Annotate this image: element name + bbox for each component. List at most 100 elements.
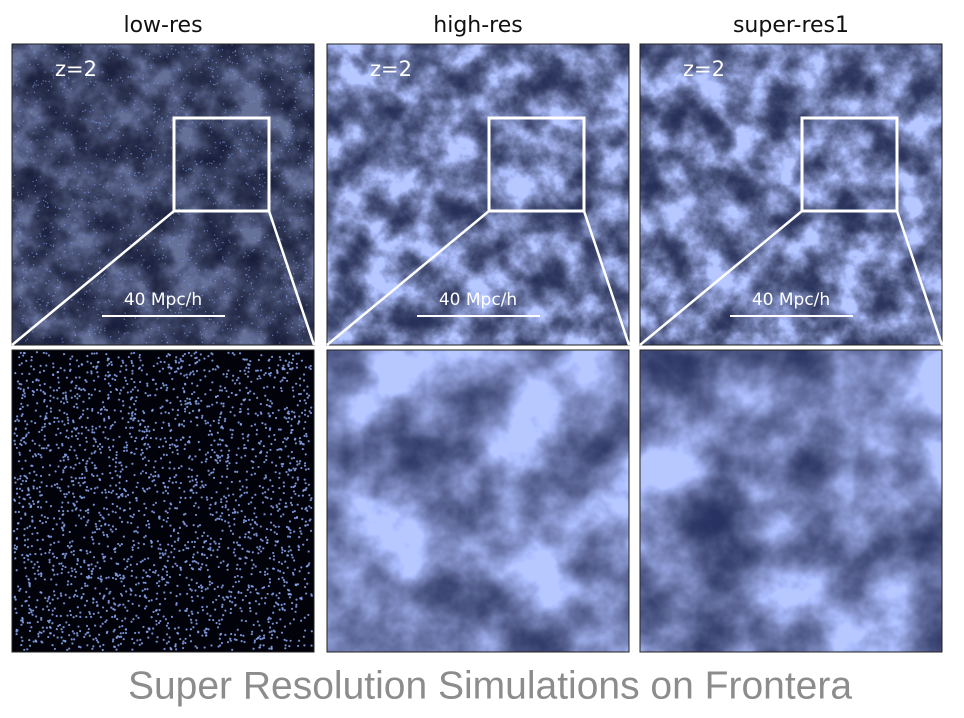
particle (24, 566, 27, 570)
particle (151, 408, 154, 411)
particle (241, 598, 244, 602)
particle (217, 594, 221, 598)
particle (95, 154, 97, 156)
particle (274, 286, 277, 288)
particle (282, 364, 285, 367)
particle (118, 131, 120, 133)
particle (40, 618, 43, 621)
particle (182, 168, 185, 170)
particle (96, 474, 99, 477)
particle (158, 370, 161, 373)
simulation-texture (327, 44, 629, 345)
particle (224, 609, 227, 612)
particle (84, 465, 87, 469)
particle (96, 121, 98, 124)
particle (70, 545, 73, 548)
particle (167, 422, 170, 425)
particle (92, 444, 95, 447)
particle (135, 396, 138, 399)
particle (97, 260, 99, 263)
particle (127, 421, 130, 424)
particle (134, 583, 138, 586)
particle (221, 505, 224, 509)
particle (85, 291, 88, 293)
particle (86, 460, 89, 463)
particle (198, 524, 202, 527)
particle (240, 510, 243, 513)
particle (52, 74, 54, 76)
particle (260, 354, 263, 357)
particle (66, 213, 68, 215)
particle (137, 631, 140, 634)
particle (76, 406, 79, 409)
particle (35, 351, 39, 354)
particle (178, 609, 181, 612)
particle (27, 386, 30, 389)
particle (298, 384, 302, 387)
particle (176, 159, 178, 161)
particle (122, 386, 125, 389)
particle (151, 510, 154, 513)
particle (168, 443, 171, 447)
particle (43, 515, 46, 519)
particle (167, 53, 169, 55)
particle (162, 254, 164, 256)
particle (310, 497, 313, 500)
particle (54, 142, 57, 144)
particle (83, 476, 86, 479)
particle (159, 438, 162, 441)
particle (112, 194, 114, 196)
particle (297, 352, 300, 355)
particle (113, 645, 116, 648)
particle (216, 461, 219, 465)
particle (147, 267, 149, 269)
particle (274, 175, 276, 177)
particle (118, 461, 121, 464)
particle (137, 542, 140, 545)
particle (186, 397, 189, 400)
zoom-connector (267, 210, 316, 346)
particle (120, 238, 122, 240)
particle (126, 560, 129, 563)
particle (284, 274, 286, 276)
particle (99, 625, 102, 628)
particle (17, 419, 20, 423)
particle (115, 648, 118, 651)
particle (21, 553, 24, 557)
particle (30, 626, 33, 629)
particle (204, 393, 207, 396)
particle (204, 57, 207, 60)
particle (87, 567, 90, 570)
particle (72, 553, 75, 556)
particle (72, 549, 75, 553)
particle (107, 357, 110, 360)
particle (248, 550, 251, 553)
particle (309, 529, 313, 532)
particle (141, 264, 143, 266)
particle (168, 636, 171, 639)
particle (153, 82, 155, 84)
particle (213, 234, 216, 236)
particle (118, 516, 122, 519)
particle (44, 44, 46, 47)
particle (101, 606, 105, 609)
particle (140, 281, 142, 283)
particle (19, 387, 22, 390)
particle (277, 301, 279, 303)
particle (221, 475, 224, 478)
particle (96, 561, 99, 564)
particle (62, 469, 65, 472)
particle (58, 409, 61, 412)
particle (39, 415, 42, 418)
particle (303, 399, 306, 402)
particle (289, 47, 291, 49)
particle (155, 623, 158, 626)
particle (305, 487, 308, 490)
particle (234, 393, 237, 397)
particle (22, 354, 25, 357)
particle (12, 83, 14, 85)
particle (104, 273, 106, 275)
particle (203, 646, 206, 649)
particle (161, 183, 164, 185)
